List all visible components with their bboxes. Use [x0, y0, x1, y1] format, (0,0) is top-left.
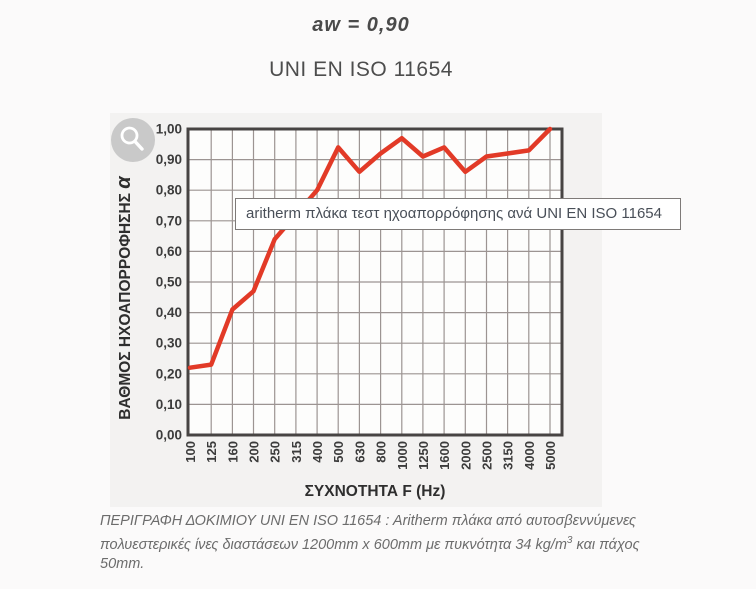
- svg-text:100: 100: [183, 441, 198, 463]
- absorption-line-chart: 0,00 0,10 0,20 0,30 0,40 0,50 0,60 0,70 0,80 0,90…: [111, 118, 564, 500]
- svg-text:200: 200: [247, 441, 262, 463]
- svg-text:0,60: 0,60: [156, 244, 182, 259]
- grid-lines: [188, 129, 562, 435]
- svg-text:250: 250: [268, 441, 283, 463]
- svg-text:1600: 1600: [437, 441, 452, 470]
- svg-text:0,90: 0,90: [156, 152, 182, 167]
- x-axis-title: ΣΥΧΝΟΤΗΤΑ F (Hz): [305, 483, 446, 500]
- caption-text: ΠΕΡΙΓΡΑΦΗ ΔΟΚΙΜΙΟΥ UNI EN ISO 11654 : Ar…: [100, 513, 637, 553]
- svg-text:0,10: 0,10: [156, 397, 182, 412]
- image-tooltip: aritherm πλάκα τεστ ηχοαπορρόφησης ανά U…: [235, 198, 681, 230]
- svg-text:500: 500: [331, 441, 346, 463]
- svg-text:315: 315: [289, 441, 304, 463]
- svg-text:160: 160: [225, 441, 240, 463]
- svg-text:1250: 1250: [416, 441, 431, 470]
- zoom-icon[interactable]: [111, 118, 155, 162]
- y-axis-title: ΒΑΘΜΟΣ ΗΧΟΑΠΟΡΡΟΦΗΣΗΣ α: [113, 175, 135, 420]
- x-axis-tick-labels: 100 125 160 200 250 315 400 500 630 800 1000 1250 16…: [183, 441, 558, 470]
- caption-superscript: 3: [566, 535, 573, 546]
- caption-text-tail: και πάχος 50mm.: [100, 536, 640, 572]
- svg-text:4000: 4000: [522, 441, 537, 470]
- svg-text:0,00: 0,00: [156, 428, 182, 443]
- standard-title: UNI EN ISO 11654: [269, 58, 453, 81]
- svg-text:400: 400: [310, 441, 325, 463]
- plot-border: [186, 127, 564, 437]
- svg-text:3150: 3150: [501, 441, 516, 470]
- svg-text:2500: 2500: [480, 441, 495, 470]
- tooltip-text: aritherm πλάκα τεστ ηχοαπορρόφησης ανά U…: [246, 205, 662, 222]
- svg-text:0,20: 0,20: [156, 366, 182, 381]
- svg-text:0,30: 0,30: [156, 336, 182, 351]
- svg-text:1000: 1000: [395, 441, 410, 470]
- absorption-series-line: [187, 126, 553, 370]
- figure-caption: ΠΕΡΙΓΡΑΦΗ ΔΟΚΙΜΙΟΥ UNI EN ISO 11654 : Ar…: [100, 512, 640, 574]
- aw-coefficient-title: aw = 0,90: [312, 14, 410, 36]
- absorption-chart-figure[interactable]: 0,00 0,10 0,20 0,30 0,40 0,50 0,60 0,70 0,80 0,90…: [110, 113, 602, 507]
- svg-text:800: 800: [374, 441, 389, 463]
- svg-text:125: 125: [204, 441, 219, 463]
- svg-text:630: 630: [352, 441, 367, 463]
- svg-text:0,40: 0,40: [156, 305, 182, 320]
- y-axis-tick-labels: 0,00 0,10 0,20 0,30 0,40 0,50 0,60 0,70 0,80 0,90…: [156, 122, 182, 443]
- svg-text:0,70: 0,70: [156, 213, 182, 228]
- svg-text:5000: 5000: [543, 441, 558, 470]
- alpha-symbol: α: [113, 175, 135, 189]
- svg-text:1,00: 1,00: [156, 122, 182, 137]
- svg-text:0,50: 0,50: [156, 275, 182, 290]
- svg-text:2000: 2000: [458, 441, 473, 470]
- svg-text:0,80: 0,80: [156, 183, 182, 198]
